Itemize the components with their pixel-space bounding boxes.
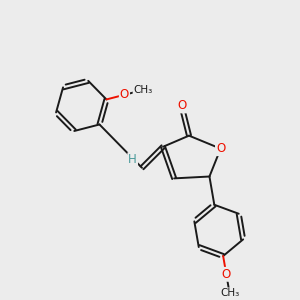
Text: O: O [222,268,231,281]
Text: O: O [120,88,129,101]
Text: O: O [216,142,225,155]
Text: O: O [177,99,186,112]
Text: CH₃: CH₃ [134,85,153,95]
Text: CH₃: CH₃ [220,288,239,298]
Text: H: H [128,153,137,166]
